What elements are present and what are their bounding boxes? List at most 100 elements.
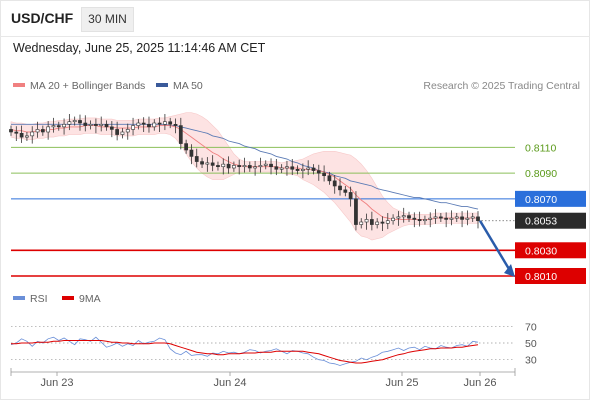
candle-body bbox=[56, 125, 61, 128]
candle-body bbox=[178, 125, 183, 144]
candle-body bbox=[67, 121, 72, 125]
candle-body bbox=[385, 220, 390, 224]
x-tick-label: Jun 25 bbox=[385, 377, 418, 389]
last-price-label: 0.8053 bbox=[525, 216, 557, 228]
candle-body bbox=[242, 165, 247, 168]
candle-body bbox=[163, 121, 167, 125]
candle-body bbox=[295, 168, 300, 171]
candle-body bbox=[375, 221, 380, 225]
bollinger-band bbox=[10, 112, 479, 241]
candle-body bbox=[109, 126, 114, 130]
x-tick-label: Jun 26 bbox=[463, 377, 496, 389]
candle-body bbox=[83, 122, 88, 126]
candle-body bbox=[407, 215, 411, 219]
candle-body bbox=[343, 189, 348, 193]
candle-body bbox=[210, 162, 215, 166]
candle-body bbox=[51, 125, 56, 128]
candle-body bbox=[433, 216, 438, 219]
legend-ma20-label: MA 20 + Bollinger Bands bbox=[30, 80, 146, 92]
ma20-swatch-icon bbox=[13, 83, 25, 88]
candle-body bbox=[221, 163, 226, 168]
timeframe-badge[interactable]: 30 MIN bbox=[81, 7, 134, 32]
candle-body bbox=[359, 221, 364, 225]
candle-body bbox=[152, 122, 157, 128]
candle-body bbox=[30, 131, 35, 137]
candle-body bbox=[237, 165, 242, 168]
candle-body bbox=[25, 135, 29, 138]
candle-body bbox=[46, 126, 51, 133]
last-price-tag bbox=[515, 212, 586, 229]
rsi-tick-label: 30 bbox=[525, 355, 537, 367]
candle-body bbox=[194, 156, 199, 162]
projection-arrow bbox=[478, 220, 511, 270]
candle-body bbox=[216, 165, 220, 168]
candle-body bbox=[232, 165, 236, 169]
candle-body bbox=[141, 122, 146, 125]
candle-body bbox=[40, 129, 45, 133]
legend-rsi: RSI bbox=[13, 293, 48, 305]
rsi-tick-label: 50 bbox=[525, 338, 537, 350]
candle-body bbox=[279, 167, 284, 170]
legend-ma50: MA 50 bbox=[156, 80, 203, 92]
rsi-9ma-line bbox=[11, 340, 479, 364]
candle-body bbox=[168, 121, 173, 125]
candle-body bbox=[14, 131, 19, 134]
candle-body bbox=[438, 216, 443, 219]
candle-body bbox=[423, 219, 427, 222]
candle-body bbox=[274, 166, 279, 170]
9ma-swatch-icon bbox=[62, 296, 74, 301]
legend-ma50-label: MA 50 bbox=[173, 80, 203, 92]
level-label-support: 0.8010 bbox=[525, 271, 557, 283]
candle-body bbox=[115, 129, 120, 135]
candle-body bbox=[391, 217, 395, 222]
rsi-line bbox=[10, 336, 479, 366]
header-bar: USD/CHF 30 MIN bbox=[0, 0, 590, 37]
candle-body bbox=[269, 163, 273, 168]
candle-body bbox=[290, 166, 295, 170]
candle-body bbox=[184, 143, 188, 151]
candle-body bbox=[327, 175, 332, 182]
candle-body bbox=[460, 216, 464, 220]
level-tag-pivot bbox=[515, 190, 586, 207]
candle-body bbox=[136, 122, 141, 126]
candle-body bbox=[263, 163, 268, 166]
candle-body bbox=[316, 170, 321, 174]
candle-body bbox=[226, 163, 231, 169]
candle-body bbox=[412, 217, 417, 220]
candle-body bbox=[62, 123, 66, 128]
level-label-support: 0.8030 bbox=[525, 245, 557, 257]
candle-body bbox=[189, 149, 194, 157]
candle-body bbox=[311, 167, 316, 171]
candle-body bbox=[301, 168, 305, 171]
candle-body bbox=[306, 167, 311, 170]
candle-body bbox=[253, 166, 257, 169]
rsi-tick-label: 70 bbox=[525, 321, 537, 333]
candle-body bbox=[35, 129, 40, 133]
candle-body bbox=[258, 165, 263, 168]
candle-body bbox=[88, 123, 93, 126]
candle-body bbox=[401, 215, 406, 218]
candle-body bbox=[449, 217, 454, 220]
candle-body bbox=[120, 131, 125, 135]
candle-body bbox=[205, 162, 210, 165]
candle-body bbox=[125, 129, 130, 133]
candle-body bbox=[322, 172, 326, 177]
candle-body bbox=[369, 219, 374, 225]
legend-9ma: 9MA bbox=[62, 293, 101, 305]
copyright-label: Research © 2025 Trading Central bbox=[423, 80, 580, 92]
candle-body bbox=[94, 123, 98, 126]
candle-body bbox=[147, 123, 151, 128]
candle-body bbox=[476, 216, 480, 222]
level-tag-support bbox=[515, 268, 586, 284]
candle-body bbox=[247, 165, 252, 169]
projection-arrow-head bbox=[504, 264, 515, 277]
x-tick-label: Jun 24 bbox=[213, 377, 246, 389]
candle-body bbox=[104, 123, 109, 128]
legend-rsi-label: RSI bbox=[30, 293, 48, 305]
level-label-resistance: 0.8110 bbox=[525, 142, 556, 154]
legend-ma20: MA 20 + Bollinger Bands bbox=[13, 80, 145, 92]
candle-body bbox=[9, 129, 13, 133]
candle-body bbox=[72, 120, 77, 123]
ma50-swatch-icon bbox=[156, 83, 168, 88]
